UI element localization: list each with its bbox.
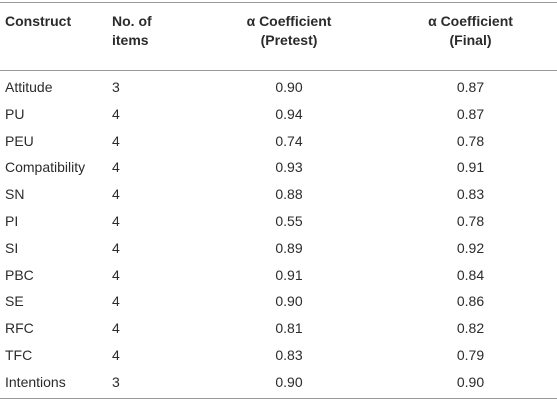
cell-final: 0.78 xyxy=(456,212,485,229)
table-row: Intentions 3 0.90 0.90 xyxy=(0,369,557,396)
header-final: α Coefficient (Final) xyxy=(384,0,557,68)
cell-items: 4 xyxy=(112,320,120,337)
cell-items: 4 xyxy=(112,105,120,122)
table-row: PBC 4 0.91 0.84 xyxy=(0,262,557,289)
header-rule xyxy=(0,70,557,71)
header-construct-label: Construct xyxy=(5,13,72,29)
cell-items: 3 xyxy=(112,79,120,95)
table-row: TFC 4 0.83 0.79 xyxy=(0,342,557,369)
table-row: PEU 4 0.74 0.78 xyxy=(0,128,557,155)
header-items-line2: items xyxy=(112,32,149,48)
header-pretest-line2: (Pretest) xyxy=(260,32,318,48)
cell-pretest: 0.94 xyxy=(275,105,303,122)
table-row: PU 4 0.94 0.87 xyxy=(0,101,557,128)
cell-final: 0.87 xyxy=(456,79,485,95)
header-construct: Construct xyxy=(0,0,112,68)
top-rule xyxy=(0,2,557,3)
cell-final: 0.87 xyxy=(456,105,485,122)
cell-construct: Intentions xyxy=(5,373,66,390)
cell-final: 0.83 xyxy=(456,186,485,203)
cell-construct: PBC xyxy=(5,266,34,283)
cell-construct: TFC xyxy=(5,346,33,363)
table-header: Construct No. of items α Coefficient (Pr… xyxy=(0,0,557,68)
cell-items: 4 xyxy=(112,212,120,229)
table-row: Attitude 3 0.90 0.87 xyxy=(0,68,557,101)
cell-construct: SN xyxy=(5,186,25,203)
table-row: SE 4 0.90 0.86 xyxy=(0,288,557,315)
cell-items: 4 xyxy=(112,159,120,176)
cell-items: 4 xyxy=(112,266,120,283)
cell-final: 0.82 xyxy=(456,320,485,337)
cell-pretest: 0.81 xyxy=(275,320,303,337)
cell-pretest: 0.90 xyxy=(275,79,303,95)
table-body: Attitude 3 0.90 0.87 PU 4 0.94 0.87 PEU 4 0.74 0.78… xyxy=(0,68,557,396)
cell-construct: PEU xyxy=(5,132,34,149)
table-row: RFC 4 0.81 0.82 xyxy=(0,315,557,342)
header-final-line1: α Coefficient xyxy=(428,13,513,29)
header-final-line2: (Final) xyxy=(449,32,492,48)
cell-final: 0.90 xyxy=(456,373,485,390)
cell-final: 0.78 xyxy=(456,132,485,149)
cell-pretest: 0.74 xyxy=(275,132,303,149)
cell-final: 0.84 xyxy=(456,266,485,283)
cell-pretest: 0.90 xyxy=(275,293,303,310)
cell-items: 3 xyxy=(112,373,120,390)
cell-construct: SI xyxy=(5,239,19,256)
table-row: PI 4 0.55 0.78 xyxy=(0,208,557,235)
bottom-rule xyxy=(0,398,557,399)
cell-items: 4 xyxy=(112,239,120,256)
header-items-line1: No. of xyxy=(112,13,152,29)
cell-construct: PI xyxy=(5,212,19,229)
header-row: Construct No. of items α Coefficient (Pr… xyxy=(0,0,557,68)
cell-pretest: 0.55 xyxy=(275,212,303,229)
cell-pretest: 0.93 xyxy=(275,159,303,176)
table-row: SI 4 0.89 0.92 xyxy=(0,235,557,262)
cell-items: 4 xyxy=(112,293,120,310)
cell-construct: RFC xyxy=(5,320,34,337)
cell-final: 0.92 xyxy=(456,239,485,256)
cell-items: 4 xyxy=(112,132,120,149)
cell-construct: Compatibility xyxy=(5,159,86,176)
cell-pretest: 0.89 xyxy=(275,239,303,256)
cell-items: 4 xyxy=(112,346,120,363)
header-pretest-line1: α Coefficient xyxy=(246,13,332,29)
cell-construct: PU xyxy=(5,105,25,122)
cell-pretest: 0.83 xyxy=(275,346,303,363)
header-pretest: α Coefficient (Pretest) xyxy=(194,0,384,68)
table-row: Compatibility 4 0.93 0.91 xyxy=(0,154,557,181)
cell-construct: SE xyxy=(5,293,24,310)
table-row: SN 4 0.88 0.83 xyxy=(0,181,557,208)
cell-pretest: 0.90 xyxy=(275,373,303,390)
header-items: No. of items xyxy=(112,0,194,68)
cell-items: 4 xyxy=(112,186,120,203)
cell-final: 0.91 xyxy=(456,159,485,176)
cell-final: 0.79 xyxy=(456,346,485,363)
cell-pretest: 0.88 xyxy=(275,186,303,203)
cell-pretest: 0.91 xyxy=(275,266,303,283)
cell-construct: Attitude xyxy=(5,79,53,95)
cell-final: 0.86 xyxy=(456,293,485,310)
